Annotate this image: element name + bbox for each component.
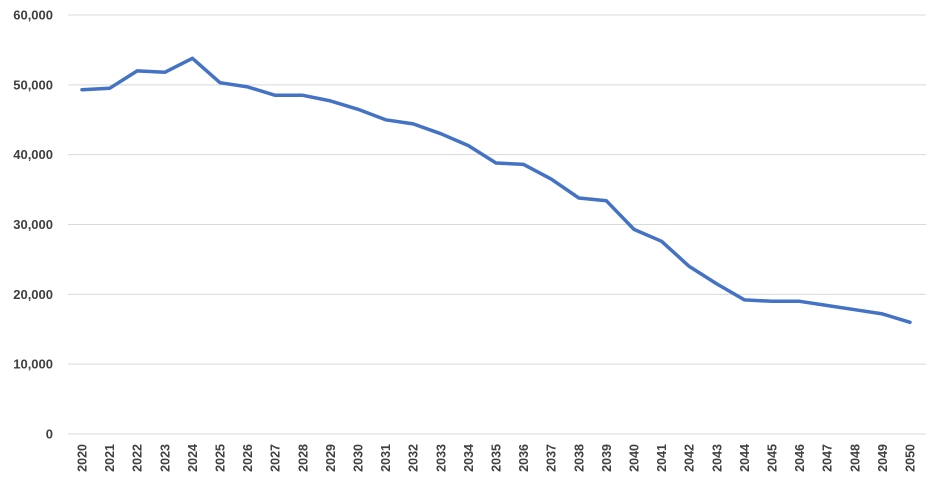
x-tick-label: 2022: [131, 444, 145, 472]
x-tick-label: 2046: [793, 444, 807, 472]
x-tick-label: 2020: [76, 444, 90, 472]
x-tick-label: 2043: [710, 444, 724, 472]
series-line-0: [80, 56, 912, 325]
x-tick-label: 2021: [103, 444, 117, 472]
x-tick-label: 2023: [158, 444, 172, 472]
grid: [68, 14, 926, 435]
y-tick-label: 50,000: [13, 77, 53, 92]
x-tick-label: 2042: [683, 444, 697, 472]
x-tick-label: 2030: [352, 444, 366, 472]
x-tick-label: 2044: [738, 444, 752, 472]
x-tick-label: 2032: [407, 444, 421, 472]
x-tick-label: 2028: [296, 444, 310, 472]
x-tick-label: 2036: [517, 444, 531, 472]
x-tick-label: 2050: [904, 444, 918, 472]
y-tick-label: 20,000: [13, 287, 53, 302]
x-tick-label: 2039: [600, 444, 614, 472]
y-tick-label: 60,000: [13, 8, 53, 23]
x-tick-label: 2040: [628, 444, 642, 472]
series-layer: [80, 56, 912, 325]
x-tick-label: 2048: [848, 444, 862, 472]
x-tick-label: 2026: [241, 444, 255, 472]
x-tick-label: 2041: [655, 444, 669, 472]
y-tick-label: 40,000: [13, 147, 53, 162]
x-tick-label: 2047: [821, 444, 835, 472]
x-tick-label: 2045: [766, 444, 780, 472]
x-tick-label: 2049: [876, 444, 890, 472]
x-tick-label: 2031: [379, 444, 393, 472]
y-tick-label: 0: [46, 427, 53, 442]
x-tick-label: 2025: [214, 444, 228, 472]
x-tick-label: 2034: [462, 444, 476, 472]
x-tick-label: 2024: [186, 444, 200, 472]
x-axis-ticks: 2020 2021 2022 2023 2024 2025 2026 2027 2028 2029…: [76, 444, 918, 472]
x-tick-label: 2033: [434, 444, 448, 472]
x-tick-label: 2038: [572, 444, 586, 472]
y-tick-label: 30,000: [13, 217, 53, 232]
y-tick-label: 10,000: [13, 357, 53, 372]
x-tick-label: 2037: [545, 444, 559, 472]
x-tick-label: 2035: [490, 444, 504, 472]
x-tick-label: 2029: [324, 444, 338, 472]
y-axis-ticks: 0 10,000 20,000 30,000 40,000 50,000 60,000: [13, 8, 53, 442]
x-tick-label: 2027: [269, 444, 283, 472]
